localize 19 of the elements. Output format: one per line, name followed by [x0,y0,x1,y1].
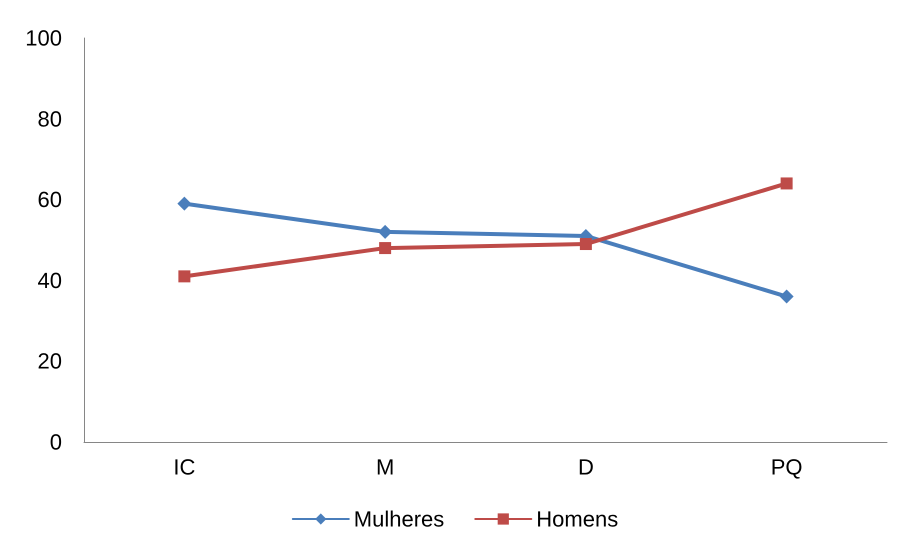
point [378,224,392,239]
x-tick-label: D [578,454,594,480]
y-tick-label: 100 [25,26,62,50]
y-tick-label: 80 [38,106,62,132]
x-tick-label: IC [173,454,196,480]
y-tick-label: 20 [38,348,62,374]
y-tick-label: 60 [38,187,62,212]
legend-label: Mulheres [354,506,444,532]
x-tick-label: PQ [770,454,803,480]
point [780,177,793,190]
y-tick-label: 0 [50,430,62,454]
legend-label: Homens [536,506,618,532]
point [580,238,592,250]
point [177,196,192,211]
y-tick-label: 40 [38,268,62,293]
point [178,270,190,282]
point [379,242,392,254]
x-tick-label: M [376,454,394,480]
point [780,290,794,304]
